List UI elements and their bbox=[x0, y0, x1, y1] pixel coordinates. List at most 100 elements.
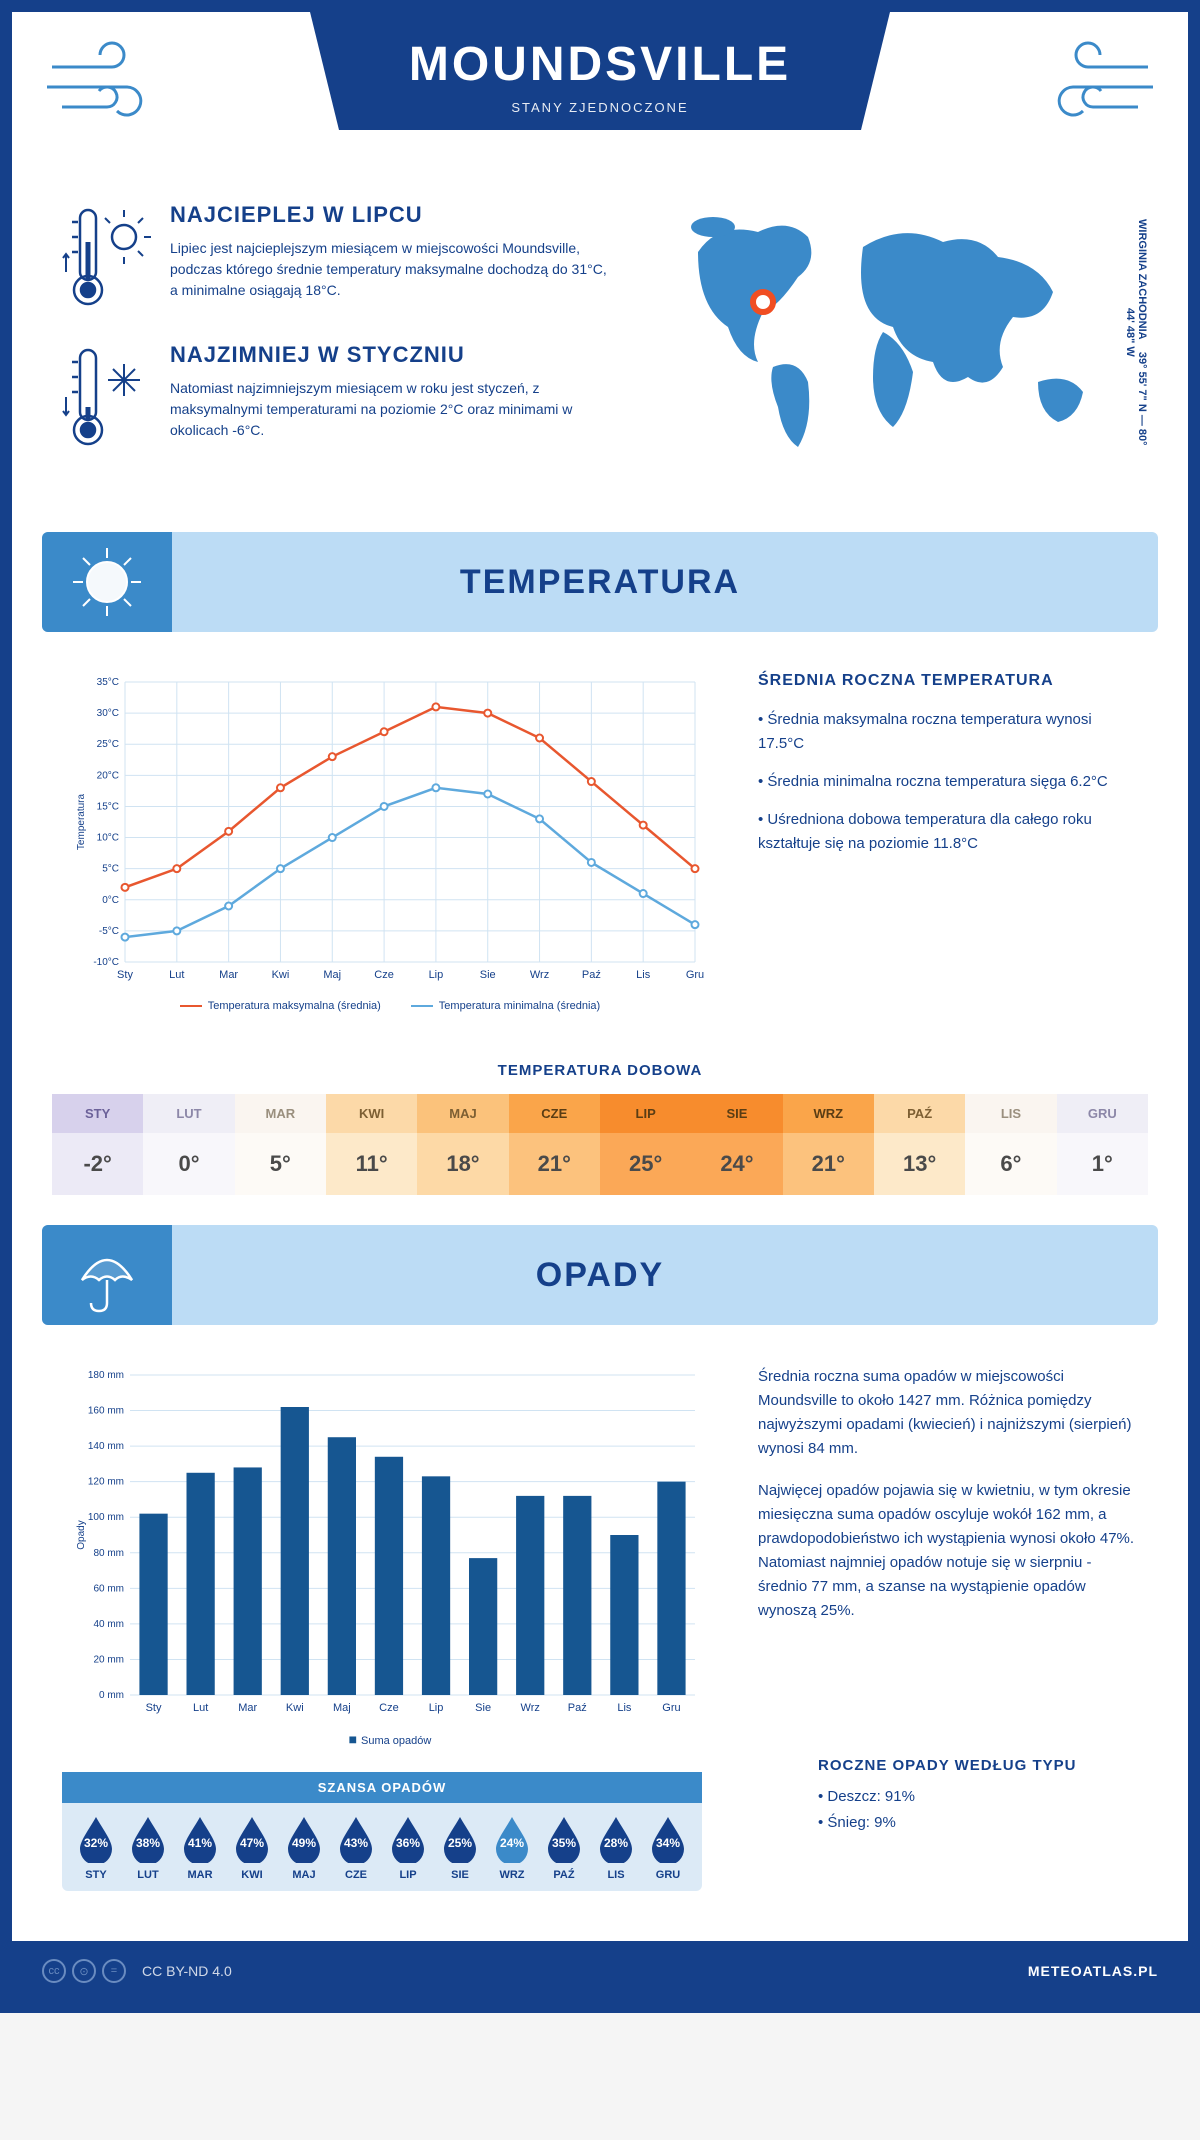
annual-temp-text: ŚREDNIA ROCZNA TEMPERATURA Średnia maksy… bbox=[758, 672, 1138, 1012]
warmest-title: NAJCIEPLEJ W LIPCU bbox=[170, 202, 618, 228]
warmest-block: NAJCIEPLEJ W LIPCU Lipiec jest najcieple… bbox=[62, 202, 618, 312]
svg-text:20°C: 20°C bbox=[97, 770, 119, 781]
coldest-title: NAJZIMNIEJ W STYCZNIU bbox=[170, 342, 618, 368]
precipitation-text: Średnia roczna suma opadów w miejscowośc… bbox=[758, 1365, 1138, 1747]
svg-text:35°C: 35°C bbox=[97, 677, 119, 688]
rain-chance-title: SZANSA OPADÓW bbox=[62, 1772, 702, 1803]
temperature-chart: -10°C-5°C0°C5°C10°C15°C20°C25°C30°C35°CS… bbox=[62, 672, 718, 1012]
svg-text:Lip: Lip bbox=[429, 1702, 444, 1714]
rain-chance-cell: 28% LIS bbox=[590, 1815, 642, 1881]
raindrop-icon: 43% bbox=[336, 1815, 376, 1863]
license-text: CC BY-ND 4.0 bbox=[142, 1963, 232, 1979]
svg-text:5°C: 5°C bbox=[102, 864, 119, 875]
daily-temp-table: STY -2°LUT 0°MAR 5°KWI 11°MAJ 18°CZE 21°… bbox=[52, 1094, 1148, 1195]
country-subtitle: STANY ZJEDNOCZONE bbox=[390, 100, 810, 115]
map-column: WIRGINIA ZACHODNIA 39° 55' 7" N — 80° 44… bbox=[658, 202, 1138, 482]
svg-text:180 mm: 180 mm bbox=[88, 1370, 124, 1381]
wind-icon bbox=[1018, 37, 1158, 137]
svg-text:140 mm: 140 mm bbox=[88, 1441, 124, 1452]
umbrella-icon bbox=[42, 1225, 172, 1325]
raindrop-icon: 41% bbox=[180, 1815, 220, 1863]
svg-text:Cze: Cze bbox=[379, 1702, 399, 1714]
svg-text:30°C: 30°C bbox=[97, 708, 119, 719]
svg-text:Sie: Sie bbox=[475, 1702, 491, 1714]
license-icons: cc⊙= CC BY-ND 4.0 bbox=[42, 1959, 232, 1983]
raindrop-icon: 36% bbox=[388, 1815, 428, 1863]
footer: cc⊙= CC BY-ND 4.0 METEOATLAS.PL bbox=[12, 1941, 1188, 2001]
svg-text:Mar: Mar bbox=[219, 969, 238, 981]
svg-text:15°C: 15°C bbox=[97, 801, 119, 812]
raindrop-icon: 35% bbox=[544, 1815, 584, 1863]
precipitation-chart: 0 mm 20 mm 40 mm 60 mm 80 mm 100 mm 120 mm 140 … bbox=[62, 1365, 718, 1747]
daily-cell: WRZ 21° bbox=[783, 1094, 874, 1195]
svg-text:Cze: Cze bbox=[374, 969, 394, 981]
raindrop-icon: 24% bbox=[492, 1815, 532, 1863]
svg-text:Kwi: Kwi bbox=[286, 1702, 304, 1714]
svg-text:Lis: Lis bbox=[617, 1702, 632, 1714]
raindrop-icon: 32% bbox=[76, 1815, 116, 1863]
daily-cell: PAŹ 13° bbox=[874, 1094, 965, 1195]
precip-legend: Suma opadów bbox=[62, 1731, 718, 1747]
raindrop-icon: 49% bbox=[284, 1815, 324, 1863]
daily-cell: LIS 6° bbox=[965, 1094, 1056, 1195]
rain-chance-cell: 47% KWI bbox=[226, 1815, 278, 1881]
svg-text:Sty: Sty bbox=[117, 969, 133, 981]
city-title: MOUNDSVILLE bbox=[390, 37, 810, 92]
svg-text:Gru: Gru bbox=[662, 1702, 680, 1714]
svg-text:Wrz: Wrz bbox=[530, 969, 549, 981]
svg-text:Maj: Maj bbox=[323, 969, 341, 981]
svg-text:Kwi: Kwi bbox=[272, 969, 290, 981]
rain-chance-cell: 43% CZE bbox=[330, 1815, 382, 1881]
info-row: NAJCIEPLEJ W LIPCU Lipiec jest najcieple… bbox=[12, 192, 1188, 512]
svg-text:60 mm: 60 mm bbox=[93, 1583, 124, 1594]
daily-cell: SIE 24° bbox=[691, 1094, 782, 1195]
svg-text:Paź: Paź bbox=[568, 1702, 587, 1714]
section-title: TEMPERATURA bbox=[460, 563, 740, 602]
svg-text:10°C: 10°C bbox=[97, 833, 119, 844]
rain-chance-cell: 35% PAŹ bbox=[538, 1815, 590, 1881]
rain-chance-cell: 38% LUT bbox=[122, 1815, 174, 1881]
warmest-text: Lipiec jest najcieplejszym miesiącem w m… bbox=[170, 238, 618, 301]
thermometer-sun-icon bbox=[62, 202, 152, 312]
svg-text:20 mm: 20 mm bbox=[93, 1654, 124, 1665]
svg-text:Gru: Gru bbox=[686, 969, 704, 981]
rain-chance-cell: 24% WRZ bbox=[486, 1815, 538, 1881]
rain-chance-cell: 25% SIE bbox=[434, 1815, 486, 1881]
raindrop-icon: 47% bbox=[232, 1815, 272, 1863]
rain-chance-cell: 36% LIP bbox=[382, 1815, 434, 1881]
section-band-precipitation: OPADY bbox=[42, 1225, 1158, 1325]
rain-chance-cell: 49% MAJ bbox=[278, 1815, 330, 1881]
raindrop-icon: 34% bbox=[648, 1815, 688, 1863]
daily-cell: LUT 0° bbox=[143, 1094, 234, 1195]
sun-icon bbox=[42, 532, 172, 632]
svg-text:-10°C: -10°C bbox=[93, 957, 119, 968]
daily-cell: STY -2° bbox=[52, 1094, 143, 1195]
header: MOUNDSVILLE STANY ZJEDNOCZONE bbox=[12, 12, 1188, 192]
brand-label: METEOATLAS.PL bbox=[1028, 1963, 1158, 1979]
daily-cell: CZE 21° bbox=[509, 1094, 600, 1195]
svg-text:80 mm: 80 mm bbox=[93, 1548, 124, 1559]
section-title: OPADY bbox=[536, 1256, 664, 1295]
thermometer-snow-icon bbox=[62, 342, 152, 452]
svg-text:0 mm: 0 mm bbox=[99, 1690, 124, 1701]
svg-text:100 mm: 100 mm bbox=[88, 1512, 124, 1523]
svg-text:Lut: Lut bbox=[193, 1702, 208, 1714]
section-band-temperature: TEMPERATURA bbox=[42, 532, 1158, 632]
rain-chance-cell: 34% GRU bbox=[642, 1815, 694, 1881]
svg-text:Lis: Lis bbox=[636, 969, 651, 981]
daily-temp-title: TEMPERATURA DOBOWA bbox=[12, 1062, 1188, 1079]
svg-text:160 mm: 160 mm bbox=[88, 1406, 124, 1417]
temp-legend: Temperatura maksymalna (średnia) Tempera… bbox=[62, 1000, 718, 1012]
precip-by-type: ROCZNE OPADY WEDŁUG TYPU Deszcz: 91% Śni… bbox=[768, 1757, 1188, 1911]
svg-text:Wrz: Wrz bbox=[521, 1702, 540, 1714]
svg-text:Lip: Lip bbox=[429, 969, 444, 981]
wind-icon bbox=[42, 37, 182, 137]
daily-cell: LIP 25° bbox=[600, 1094, 691, 1195]
coordinates-label: WIRGINIA ZACHODNIA 39° 55' 7" N — 80° 44… bbox=[1124, 212, 1148, 452]
world-map-icon bbox=[658, 202, 1138, 462]
raindrop-icon: 28% bbox=[596, 1815, 636, 1863]
svg-text:40 mm: 40 mm bbox=[93, 1619, 124, 1630]
daily-cell: GRU 1° bbox=[1057, 1094, 1148, 1195]
svg-text:25°C: 25°C bbox=[97, 739, 119, 750]
svg-text:120 mm: 120 mm bbox=[88, 1477, 124, 1488]
